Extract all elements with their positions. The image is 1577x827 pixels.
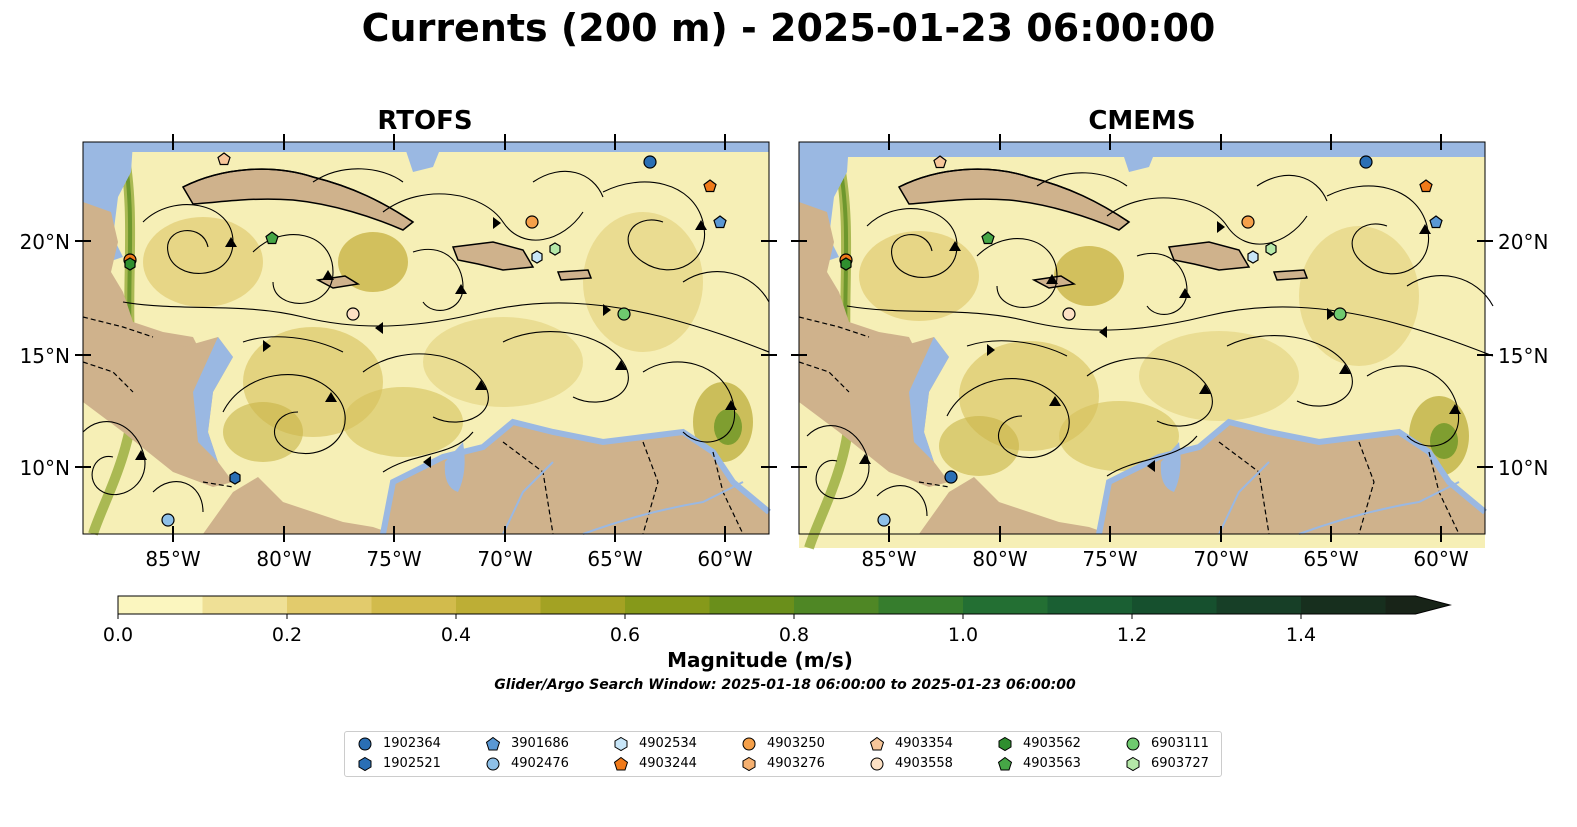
y-tick-label: 15°N xyxy=(20,344,70,368)
x-tick-label: 65°W xyxy=(587,547,642,571)
legend-label: 6903727 xyxy=(1151,756,1209,771)
pentagon-marker-icon xyxy=(613,756,629,771)
colorbar-tick-label: 1.4 xyxy=(1286,624,1316,646)
colorbar-tick-label: 1.0 xyxy=(948,624,978,646)
colorbar-segment xyxy=(794,596,879,614)
colorbar-tick-label: 1.2 xyxy=(1117,624,1147,646)
cmems-map xyxy=(799,142,1494,548)
circle-marker-icon xyxy=(870,757,884,771)
y-tick-label: 20°N xyxy=(1498,230,1548,254)
colorbar-tick-label: 0.2 xyxy=(272,624,302,646)
colorbar-segment xyxy=(540,596,626,614)
colorbar-tick-label: 0.8 xyxy=(779,624,809,646)
circle-marker-icon xyxy=(358,737,372,751)
x-tick-label: 80°W xyxy=(972,547,1027,571)
x-tick-label: 80°W xyxy=(256,547,311,571)
x-tick-label: 75°W xyxy=(366,547,421,571)
colorbar-segment xyxy=(625,596,710,614)
hexagon-marker-icon xyxy=(742,756,756,772)
figure-title: Currents (200 m) - 2025-01-23 06:00:00 xyxy=(361,6,1216,50)
hexagon-marker-icon xyxy=(614,736,628,752)
legend-label: 4903354 xyxy=(895,736,953,751)
y-tick-label: 15°N xyxy=(1498,344,1548,368)
x-tick-label: 70°W xyxy=(1193,547,1248,571)
y-tick-labels: 20°N 15°N 10°N 20°N 15°N 10°N xyxy=(20,230,1549,480)
hexagon-marker-icon xyxy=(358,756,372,772)
colorbar-extend-arrow xyxy=(1385,596,1450,614)
hexagon-marker-icon xyxy=(998,736,1012,752)
legend-label: 6903111 xyxy=(1151,736,1209,751)
y-tick-label: 10°N xyxy=(20,456,70,480)
colorbar-segment xyxy=(287,596,372,614)
colorbar-segment xyxy=(371,596,457,614)
circle-marker-icon xyxy=(1126,737,1140,751)
colorbar-segment xyxy=(202,596,288,614)
colorbar-segment xyxy=(1132,596,1217,614)
cmems-float-markers xyxy=(839,155,1443,527)
legend-label: 3901686 xyxy=(511,736,569,751)
legend-label: 1902521 xyxy=(383,756,441,771)
legend-label: 4902534 xyxy=(639,736,697,751)
circle-marker-icon xyxy=(742,737,756,751)
y-tick-label: 20°N xyxy=(20,230,70,254)
colorbar-tick-label: 0.4 xyxy=(441,624,471,646)
legend-label: 1902364 xyxy=(383,736,441,751)
colorbar-segment xyxy=(963,596,1048,614)
x-tick-label: 65°W xyxy=(1303,547,1358,571)
colorbar-tick-labels: 0.0 0.2 0.4 0.6 0.8 1.0 1.2 1.4 xyxy=(103,624,1316,646)
x-tick-label: 60°W xyxy=(697,547,752,571)
legend-label: 4903558 xyxy=(895,756,953,771)
legend-label: 4903244 xyxy=(639,756,697,771)
colorbar-segment xyxy=(1301,596,1386,614)
search-window-note: Glider/Argo Search Window: 2025-01-18 06… xyxy=(494,677,1076,693)
legend-label: 4903563 xyxy=(1023,756,1081,771)
colorbar-segment xyxy=(456,596,541,614)
circle-marker-icon xyxy=(486,757,500,771)
hexagon-marker-icon xyxy=(1126,756,1140,772)
colorbar-segment xyxy=(878,596,964,614)
colorbar xyxy=(117,595,1452,619)
y-tick-label: 10°N xyxy=(1498,456,1548,480)
panel-title-cmems: CMEMS xyxy=(1088,106,1196,136)
pentagon-marker-icon xyxy=(485,736,501,751)
rtofs-map xyxy=(83,142,769,534)
colorbar-segment xyxy=(1216,596,1302,614)
axis-ticks xyxy=(75,134,1493,542)
x-tick-label: 85°W xyxy=(145,547,200,571)
pentagon-marker-icon xyxy=(869,736,885,751)
colorbar-segment xyxy=(709,596,795,614)
x-tick-label: 85°W xyxy=(861,547,916,571)
x-tick-label: 60°W xyxy=(1413,547,1468,571)
colorbar-tick-label: 0.0 xyxy=(103,624,133,646)
x-tick-label: 75°W xyxy=(1082,547,1137,571)
panel-title-rtofs: RTOFS xyxy=(377,106,473,136)
legend: 1902364 1902521 3901686 4902476 4902534 49032… xyxy=(344,731,1222,777)
legend-label: 4903250 xyxy=(767,736,825,751)
legend-label: 4902476 xyxy=(511,756,569,771)
x-tick-label: 70°W xyxy=(477,547,532,571)
legend-label: 4903562 xyxy=(1023,736,1081,751)
rtofs-float-markers xyxy=(123,152,727,527)
colorbar-segment xyxy=(1047,596,1133,614)
x-tick-labels: 85°W 80°W 75°W 70°W 65°W 60°W 85°W 80°W … xyxy=(145,547,1468,571)
colorbar-tick-label: 0.6 xyxy=(610,624,640,646)
colorbar-segment xyxy=(118,596,203,614)
pentagon-marker-icon xyxy=(997,756,1013,771)
colorbar-title: Magnitude (m/s) xyxy=(667,648,853,672)
legend-label: 4903276 xyxy=(767,756,825,771)
